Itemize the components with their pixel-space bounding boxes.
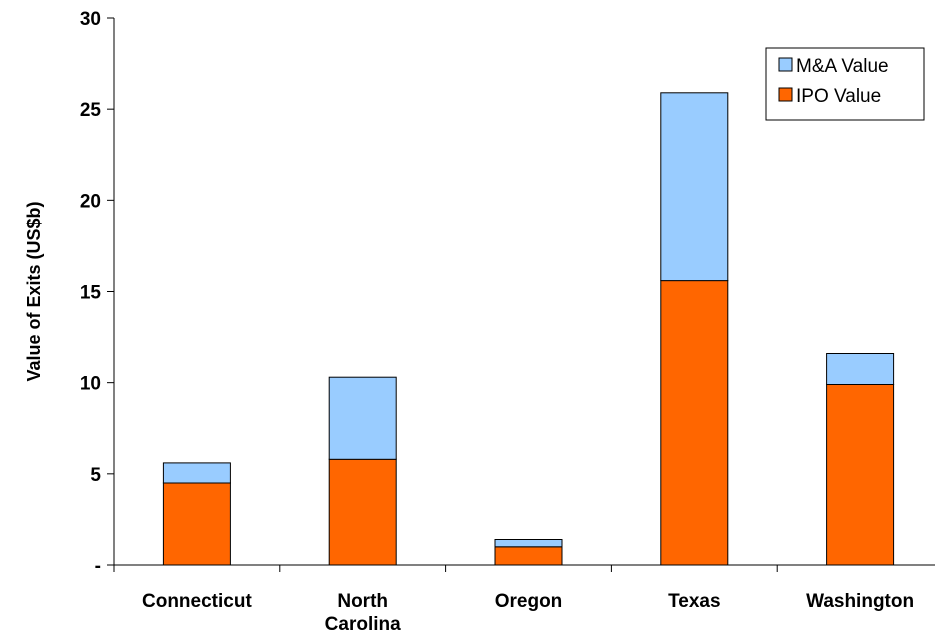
axes-layer bbox=[107, 17, 935, 572]
y-tick-label: - bbox=[95, 556, 101, 577]
bars-layer bbox=[162, 92, 895, 566]
y-tick-label: 30 bbox=[80, 9, 101, 30]
x-category-label: Oregon bbox=[495, 591, 563, 612]
legend-swatch bbox=[778, 57, 793, 72]
y-tick-label: 25 bbox=[80, 100, 102, 121]
bar-connecticut-m-a-value bbox=[162, 462, 231, 484]
bar-connecticut-ipo-value bbox=[162, 482, 231, 566]
x-category-label: Texas bbox=[668, 591, 720, 612]
bar-texas-m-a-value bbox=[660, 92, 729, 282]
labels-layer: - 5 10 15 20 25 30 Connecticut North Carolina Oreg… bbox=[24, 9, 914, 635]
y-tick-label: 20 bbox=[80, 191, 101, 212]
y-tick-label: 15 bbox=[80, 283, 102, 304]
bar-north-carolina-ipo-value bbox=[328, 458, 397, 566]
bar-washington-m-a-value bbox=[826, 353, 895, 385]
bar-texas-ipo-value bbox=[660, 280, 729, 566]
y-tick-label: 5 bbox=[90, 465, 101, 486]
x-category-label: Connecticut bbox=[142, 591, 252, 612]
y-axis-title: Value of Exits (US$b) bbox=[24, 201, 44, 381]
legend-label: IPO Value bbox=[796, 86, 881, 107]
x-category-label: North Carolina bbox=[325, 591, 401, 635]
legend-label: M&A Value bbox=[796, 56, 889, 77]
bar-washington-ipo-value bbox=[826, 384, 895, 566]
legend-swatch bbox=[778, 87, 793, 102]
x-category-label: Washington bbox=[806, 591, 914, 612]
bar-north-carolina-m-a-value bbox=[328, 376, 397, 460]
y-tick-label: 10 bbox=[80, 374, 101, 395]
legend: M&A Value IPO Value bbox=[765, 47, 925, 121]
bar-oregon-m-a-value bbox=[494, 539, 563, 548]
bar-oregon-ipo-value bbox=[494, 546, 563, 566]
